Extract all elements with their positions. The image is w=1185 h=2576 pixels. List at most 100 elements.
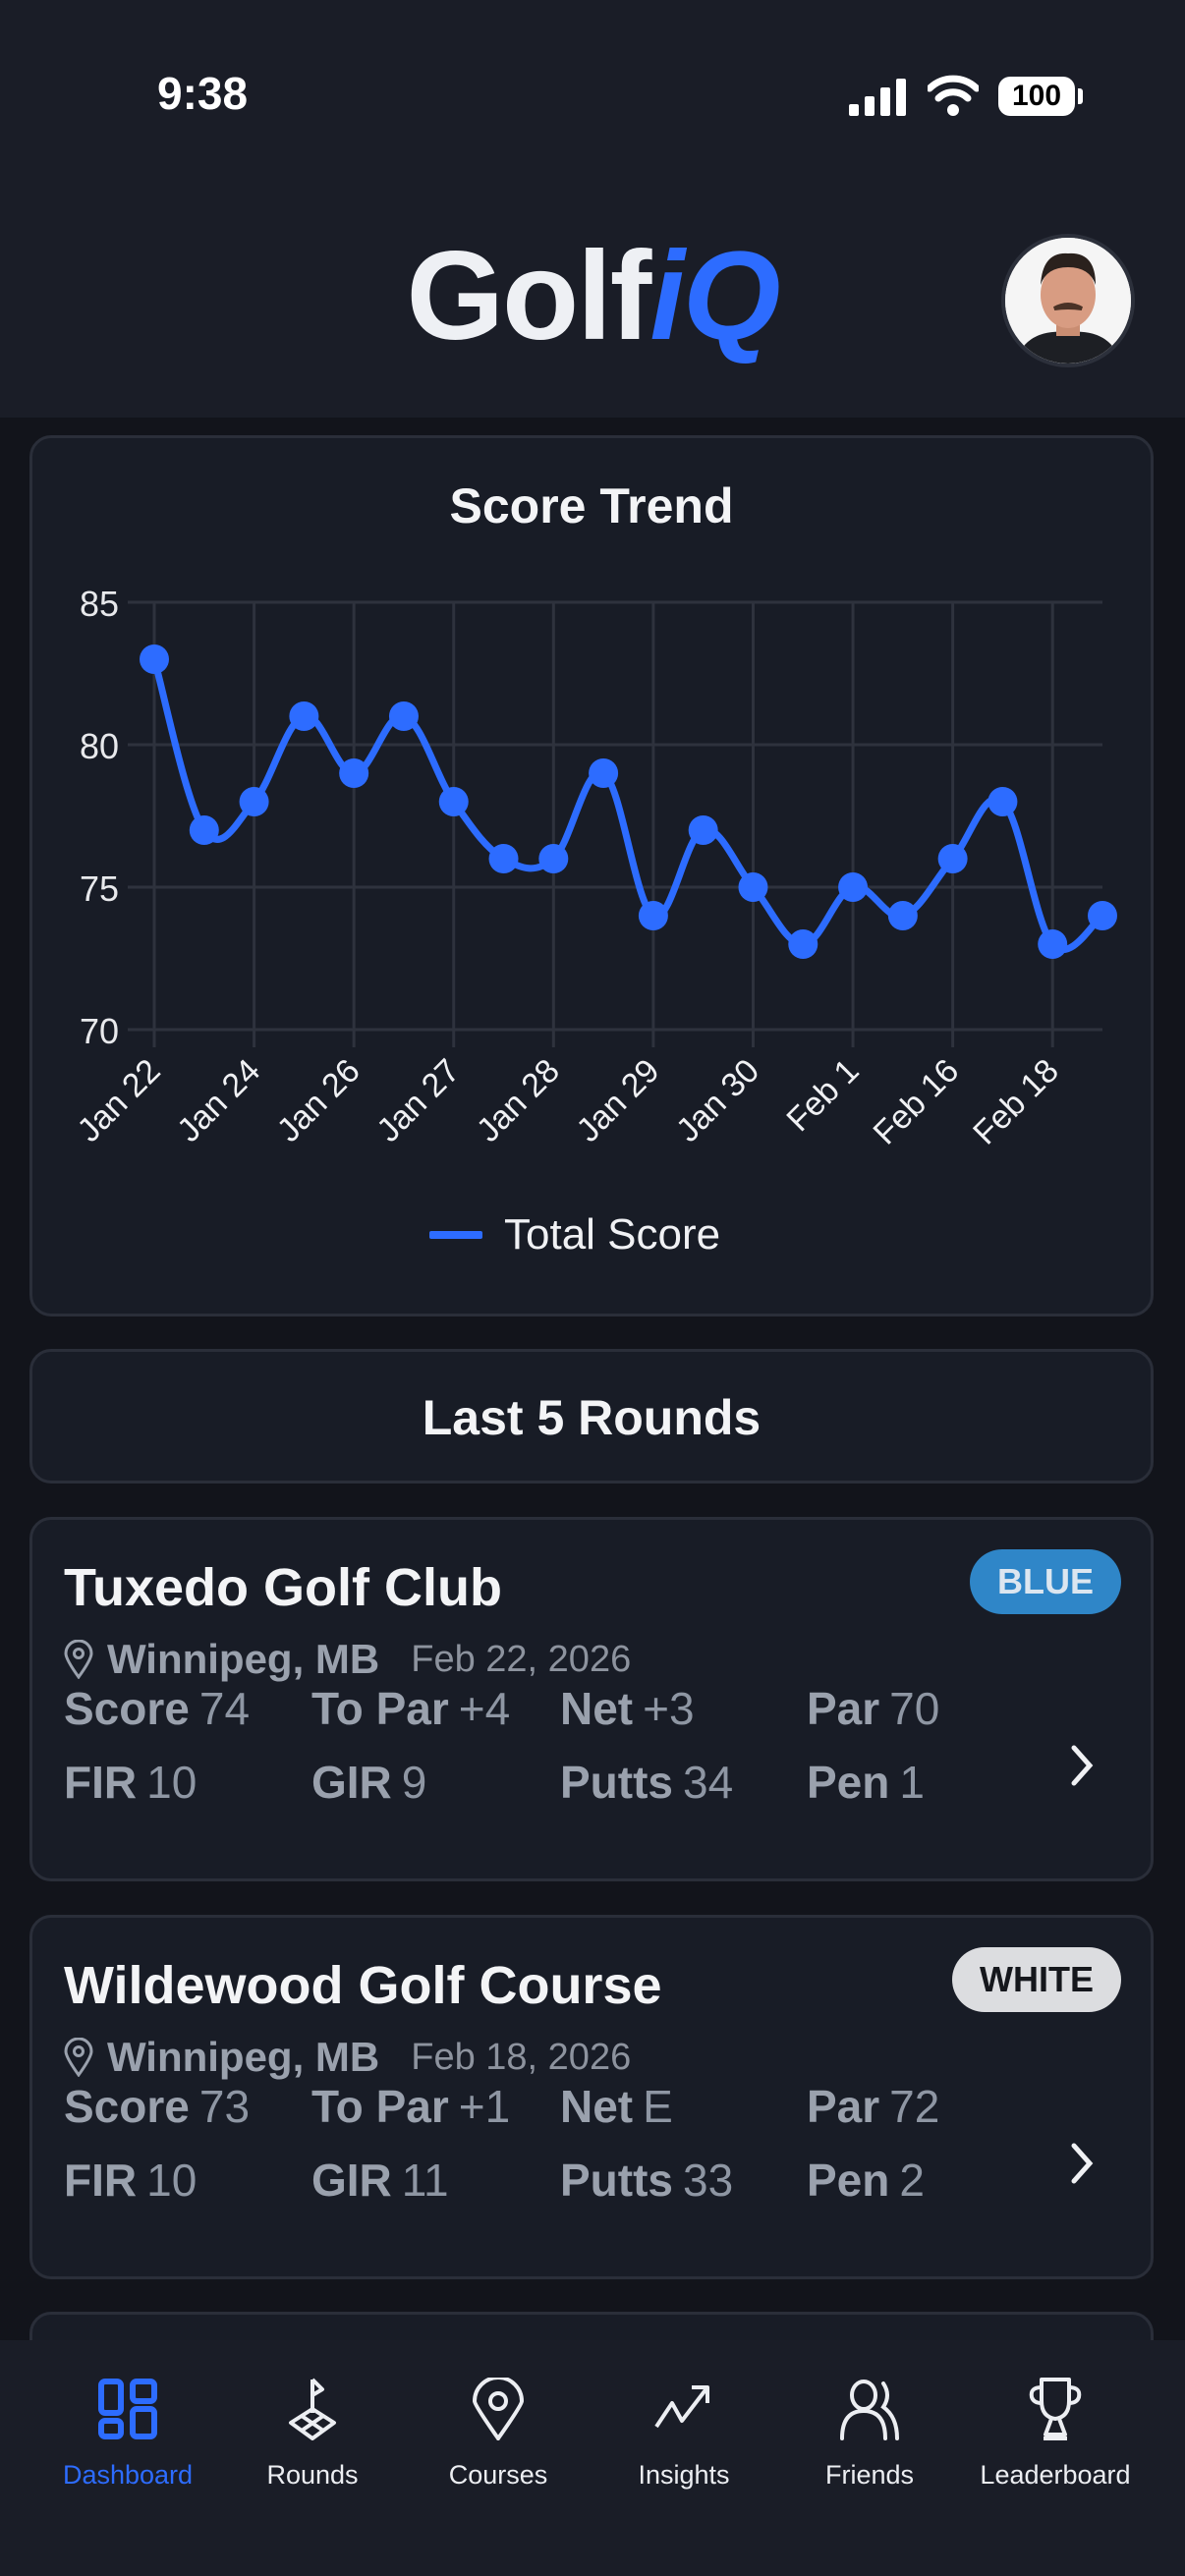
data-point	[688, 815, 718, 845]
trending-up-icon	[654, 2385, 709, 2429]
x-tick-label: Jan 22	[71, 1052, 168, 1149]
round-date: Feb 22, 2026	[411, 1638, 632, 1680]
score-trend-card: Score Trend 70 75 80 85 Jan 22 Jan 24 Jan 26 Ja…	[29, 435, 1154, 1316]
stat-putts: Putts 34	[560, 1756, 733, 1809]
stat-net: Net +3	[560, 1682, 695, 1735]
bottom-nav: Dashboard Rounds Courses Insights Friend…	[0, 2340, 1185, 2576]
battery-cap	[1078, 88, 1083, 104]
chevron-right-icon[interactable]	[1062, 1736, 1101, 1795]
x-tick-label: Feb 16	[867, 1052, 967, 1152]
dashboard-grid-icon	[98, 2379, 157, 2439]
x-tick-label: Feb 1	[779, 1052, 866, 1139]
x-tick-label: Jan 27	[369, 1052, 467, 1149]
data-point	[488, 844, 519, 873]
x-tick-label: Jan 29	[569, 1052, 666, 1149]
nav-leaderboard[interactable]: Leaderboard	[967, 2378, 1144, 2491]
stat-label: Pen	[807, 2155, 890, 2206]
data-point	[289, 701, 319, 731]
stat-value: 10	[146, 1757, 198, 1808]
x-tick-label: Jan 26	[270, 1052, 367, 1149]
location-pin-icon	[64, 1640, 93, 1679]
stat-value: +1	[458, 2081, 511, 2132]
legend-label: Total Score	[504, 1210, 721, 1259]
stat-value: 34	[683, 1757, 734, 1808]
round-location: Winnipeg, MB Feb 18, 2026	[64, 2034, 631, 2081]
nav-insights[interactable]: Insights	[595, 2378, 772, 2491]
course-name: Tuxedo Golf Club	[64, 1558, 502, 1617]
nav-label: Leaderboard	[980, 2460, 1131, 2490]
stat-pen: Pen 2	[807, 2154, 925, 2207]
logo-accent: iQ	[649, 226, 780, 366]
data-point	[638, 901, 668, 930]
stat-score: Score 73	[64, 2080, 250, 2133]
tee-badge: BLUE	[970, 1549, 1121, 1614]
stat-label: To Par	[311, 2081, 449, 2132]
nav-label: Dashboard	[62, 2460, 194, 2490]
x-tick-label: Feb 18	[966, 1052, 1066, 1152]
stat-label: Score	[64, 1683, 190, 1734]
trophy-icon	[1029, 2378, 1082, 2440]
data-point	[538, 844, 569, 873]
stat-gir: GIR 9	[311, 1756, 426, 1809]
stat-label: FIR	[64, 1757, 138, 1808]
stat-label: Par	[807, 1683, 880, 1734]
stat-label: Par	[807, 2081, 880, 2132]
course-name: Wildewood Golf Course	[64, 1956, 662, 2015]
avatar[interactable]	[1001, 234, 1135, 367]
data-point	[887, 901, 918, 930]
nav-friends[interactable]: Friends	[781, 2378, 958, 2491]
stat-label: Net	[560, 1683, 634, 1734]
nav-rounds[interactable]: Rounds	[224, 2378, 401, 2491]
nav-courses[interactable]: Courses	[410, 2378, 587, 2491]
data-point	[339, 758, 369, 788]
x-tick-label: Jan 30	[669, 1052, 766, 1149]
data-point	[738, 872, 768, 902]
stat-label: FIR	[64, 2155, 138, 2206]
stat-label: GIR	[311, 1757, 392, 1808]
data-point	[988, 787, 1018, 816]
logo-text: Golf	[406, 226, 651, 366]
location-pin-icon	[64, 2038, 93, 2077]
stat-value: 72	[889, 2081, 940, 2132]
battery-icon: 100	[998, 77, 1075, 116]
status-time: 9:38	[157, 68, 249, 119]
stat-value: 10	[146, 2155, 198, 2206]
stat-label: GIR	[311, 2155, 392, 2206]
stat-gir: GIR 11	[311, 2154, 449, 2207]
round-date: Feb 18, 2026	[411, 2036, 632, 2078]
golfiq-logo: GolfiQ	[0, 224, 1185, 368]
nav-label: Insights	[638, 2460, 730, 2490]
stat-score: Score 74	[64, 1682, 250, 1735]
stat-value: 73	[198, 2081, 251, 2132]
stat-value: E	[643, 2081, 673, 2132]
golf-flag-icon	[289, 2378, 336, 2440]
y-tick-label: 70	[80, 1011, 119, 1051]
stat-putts: Putts 33	[560, 2154, 733, 2207]
stat-net: Net E	[560, 2080, 673, 2133]
stat-value: 70	[889, 1683, 940, 1734]
legend-swatch	[429, 1231, 482, 1239]
stat-par: Par 70	[807, 1682, 939, 1735]
stat-par: Par 72	[807, 2080, 939, 2133]
y-tick-label: 75	[80, 868, 119, 909]
location-text: Winnipeg, MB	[107, 1636, 380, 1682]
wifi-icon	[928, 75, 979, 116]
round-card[interactable]: Wildewood Golf Course WHITE Winnipeg, MB…	[29, 1915, 1154, 2279]
data-point	[189, 815, 219, 845]
users-icon	[840, 2380, 899, 2440]
stat-pen: Pen 1	[807, 1756, 925, 1809]
nav-label: Rounds	[266, 2460, 359, 2490]
stat-value: 33	[683, 2155, 734, 2206]
chevron-right-icon[interactable]	[1062, 2134, 1101, 2193]
stat-value: 2	[899, 2155, 925, 2206]
stat-to-par: To Par +4	[311, 1682, 510, 1735]
data-point	[589, 758, 619, 788]
data-point	[838, 872, 869, 902]
round-card[interactable]: Tuxedo Golf Club BLUE Winnipeg, MB Feb 2…	[29, 1517, 1154, 1881]
last-rounds-title: Last 5 Rounds	[422, 1390, 762, 1445]
nav-dashboard[interactable]: Dashboard	[39, 2378, 216, 2491]
nav-label: Courses	[448, 2460, 548, 2490]
y-tick-label: 85	[80, 584, 119, 624]
stat-value: 11	[401, 2155, 449, 2206]
